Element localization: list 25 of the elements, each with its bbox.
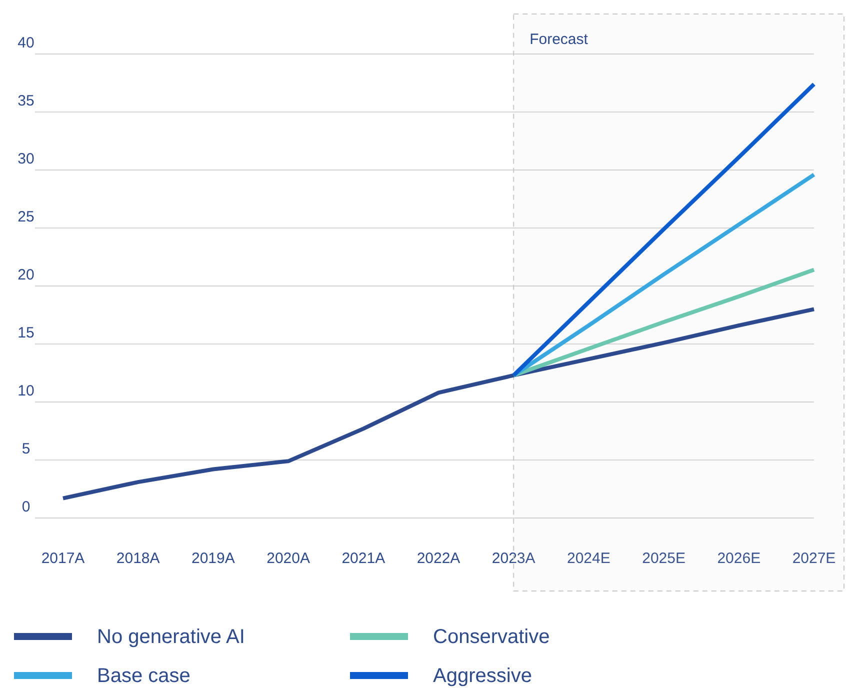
legend-label: Base case xyxy=(97,665,190,687)
x-tick-label: 2017A xyxy=(41,550,85,567)
y-tick-label: 40 xyxy=(18,34,34,52)
y-tick-label: 25 xyxy=(18,208,34,226)
legend-label: No generative AI xyxy=(97,626,245,648)
x-tick-label: 2021A xyxy=(342,550,386,567)
y-tick-label: 10 xyxy=(18,382,34,400)
x-tick-label: 2020A xyxy=(266,550,310,567)
band-label: Forecast xyxy=(530,31,589,48)
x-tick-label: 2024E xyxy=(567,550,610,567)
y-tick-label: 5 xyxy=(22,440,30,458)
x-tick-label: 2023A xyxy=(492,550,536,567)
y-tick-label: 35 xyxy=(18,92,34,110)
y-tick-label: 0 xyxy=(22,498,30,516)
x-tick-label: 2018A xyxy=(116,550,160,567)
y-tick-label: 15 xyxy=(18,324,34,342)
y-tick-label: 20 xyxy=(18,266,34,284)
legend-label: Aggressive xyxy=(433,665,532,687)
x-tick-label: 2025E xyxy=(642,550,686,567)
x-tick-label: 2019A xyxy=(192,550,235,567)
legend-label: Conservative xyxy=(433,626,550,648)
y-tick-label: 30 xyxy=(18,150,34,168)
x-tick-label: 2027E xyxy=(792,550,836,567)
x-tick-label: 2022A xyxy=(416,550,460,567)
x-tick-label: 2026E xyxy=(717,550,761,567)
